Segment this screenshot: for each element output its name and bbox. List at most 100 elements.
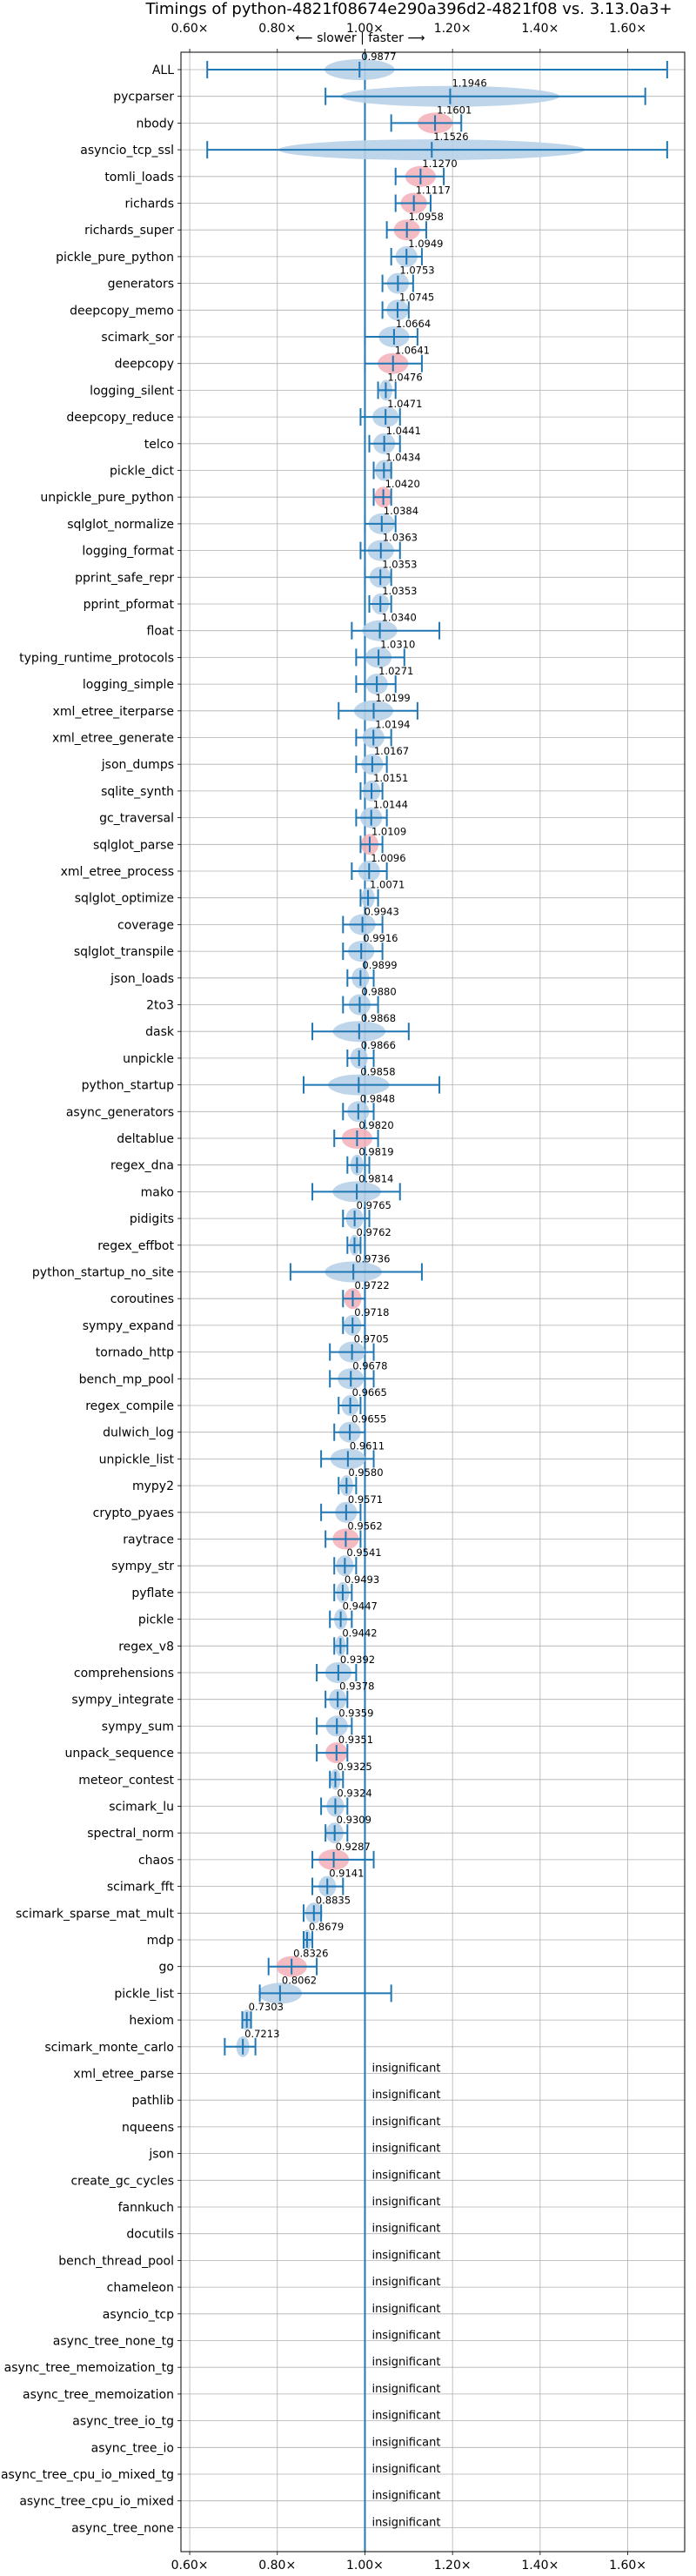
- value-label: 0.9359: [338, 1707, 373, 1719]
- row-label: deltablue: [117, 1132, 174, 1146]
- row-label: json_loads: [110, 972, 174, 986]
- row-label: pickle_pure_python: [56, 251, 174, 265]
- insignificant-label: insignificant: [371, 2063, 440, 2076]
- row-label: json: [148, 2148, 174, 2162]
- row-label: 2to3: [146, 999, 174, 1013]
- value-label: 0.9665: [352, 1386, 387, 1399]
- value-label: 0.9866: [361, 1039, 396, 1051]
- insignificant-label: insignificant: [371, 2303, 440, 2316]
- value-label: 1.0353: [382, 585, 417, 597]
- value-label: 1.1270: [422, 158, 457, 170]
- insignificant-label: insignificant: [371, 2516, 440, 2529]
- row-label: mako: [141, 1185, 174, 1199]
- row-label: sympy_sum: [102, 1720, 174, 1734]
- row-label: unpickle_list: [99, 1452, 175, 1466]
- row-label: deepcopy_memo: [70, 304, 174, 318]
- value-label: 0.9324: [337, 1788, 371, 1800]
- value-label: 0.8679: [309, 1921, 344, 1933]
- insignificant-label: insignificant: [371, 2276, 440, 2289]
- row-label: xml_etree_process: [61, 865, 174, 879]
- insignificant-label: insignificant: [371, 2169, 440, 2182]
- row-label: sympy_integrate: [71, 1694, 174, 1707]
- value-label: 0.9705: [354, 1333, 389, 1345]
- value-label: 0.9392: [340, 1654, 375, 1666]
- value-label: 0.9141: [329, 1868, 364, 1880]
- row-label: logging_simple: [83, 678, 174, 692]
- insignificant-label: insignificant: [371, 2463, 440, 2476]
- x-tick-label-top: 1.20×: [434, 22, 472, 36]
- value-label: 0.9722: [354, 1279, 389, 1291]
- row-label: go: [159, 1961, 174, 1975]
- row-label: create_gc_cycles: [70, 2174, 174, 2188]
- x-tick-label-bottom: 1.20×: [434, 2559, 472, 2573]
- row-label: xml_etree_generate: [52, 732, 174, 746]
- plot-frame: [180, 51, 686, 2553]
- value-label: 0.9868: [361, 1012, 396, 1024]
- direction-label: ⟵ slower | faster ⟶: [296, 31, 425, 45]
- insignificant-label: insignificant: [371, 2196, 440, 2209]
- row-label: unpack_sequence: [65, 1747, 174, 1761]
- row-label: meteor_contest: [78, 1774, 174, 1788]
- row-label: comprehensions: [74, 1667, 174, 1680]
- value-label: 1.1526: [433, 131, 468, 143]
- value-label: 1.0310: [380, 638, 415, 650]
- row-label: typing_runtime_protocols: [19, 651, 174, 665]
- row-label: pickle_list: [114, 1987, 174, 2001]
- row-label: pickle: [138, 1613, 174, 1627]
- row-label: float: [147, 625, 175, 639]
- row-label: async_tree_none_tg: [53, 2335, 174, 2349]
- insignificant-label: insignificant: [371, 2383, 440, 2396]
- x-tick-label-bottom: 1.40×: [521, 2559, 559, 2573]
- value-label: 1.1946: [452, 77, 486, 90]
- x-tick-label-bottom: 0.80×: [258, 2559, 296, 2573]
- insignificant-label: insignificant: [371, 2089, 440, 2102]
- row-label: telco: [144, 438, 174, 452]
- value-label: 1.0949: [408, 238, 443, 250]
- value-label: 0.9814: [358, 1172, 393, 1184]
- row-label: nqueens: [122, 2121, 174, 2135]
- value-label: 0.9678: [352, 1359, 387, 1372]
- row-label: pprint_pformat: [84, 598, 175, 612]
- value-label: 0.9858: [360, 1066, 395, 1078]
- x-tick-label-top: 1.00×: [346, 22, 384, 36]
- value-label: 0.9562: [347, 1520, 382, 1533]
- row-label: pyflate: [131, 1587, 174, 1600]
- row-label: async_tree_memoization_tg: [4, 2361, 174, 2375]
- row-label: coroutines: [110, 1292, 174, 1306]
- row-label: python_startup: [82, 1079, 174, 1093]
- row-label: python_startup_no_site: [32, 1266, 174, 1280]
- row-label: sqlglot_transpile: [74, 945, 174, 959]
- value-label: 0.9916: [363, 932, 398, 944]
- value-label: 1.0476: [387, 371, 422, 383]
- row-label: fannkuch: [118, 2201, 174, 2215]
- value-label: 1.0420: [385, 478, 420, 490]
- value-label: 0.9655: [351, 1413, 386, 1426]
- x-tick-label-bottom: 0.60×: [171, 2559, 209, 2573]
- x-tick-label-top: 0.60×: [171, 22, 209, 36]
- row-label: mdp: [147, 1934, 175, 1948]
- value-label: 1.0363: [383, 532, 418, 544]
- row-label: async_tree_cpu_io_mixed: [19, 2495, 174, 2509]
- value-label: 0.9880: [361, 986, 396, 998]
- value-label: 1.0340: [382, 612, 417, 624]
- value-label: 1.0144: [373, 799, 408, 811]
- value-label: 0.8835: [316, 1894, 351, 1906]
- row-label: docutils: [126, 2228, 174, 2242]
- value-label: 1.0194: [375, 719, 410, 731]
- row-label: dask: [145, 1025, 175, 1039]
- value-label: 0.9718: [354, 1306, 389, 1318]
- row-label: nbody: [137, 117, 175, 131]
- row-label: sympy_str: [111, 1560, 174, 1573]
- value-label: 1.0353: [382, 558, 417, 570]
- value-label: 1.0434: [385, 452, 420, 464]
- value-label: 0.7213: [244, 2028, 279, 2040]
- insignificant-label: insignificant: [371, 2490, 440, 2503]
- row-label: ALL: [152, 64, 174, 77]
- value-label: 1.0471: [387, 398, 422, 410]
- row-label: chameleon: [107, 2281, 174, 2295]
- value-label: 1.0753: [399, 265, 434, 277]
- value-label: 1.0384: [384, 505, 418, 517]
- row-labels: ALL pycparser nbody asyncio_tcp_ssl tomli_lo…: [1, 64, 175, 2535]
- row-label: unpickle: [123, 1052, 174, 1066]
- row-label: generators: [108, 278, 174, 292]
